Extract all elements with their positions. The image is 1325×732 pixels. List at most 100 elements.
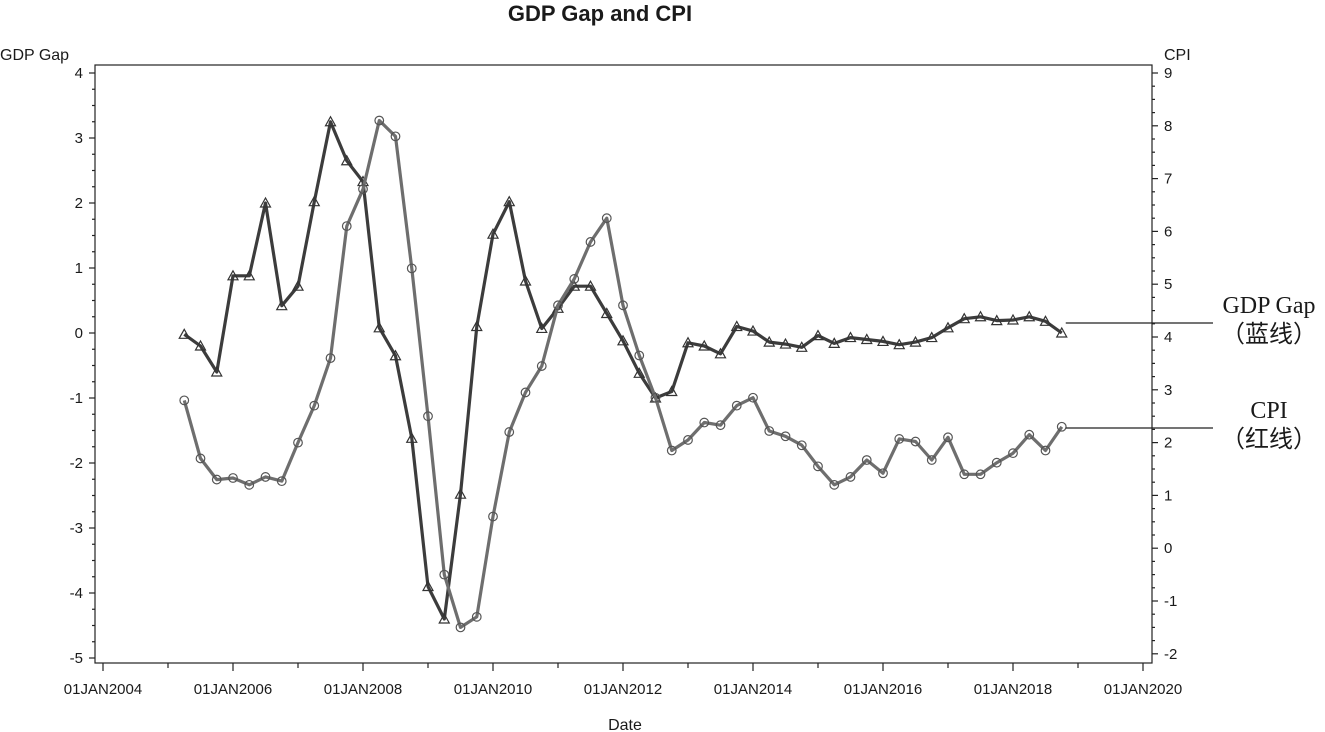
right-tick-label: -1	[1164, 593, 1177, 610]
data-point-triangle	[779, 337, 792, 349]
data-point-circle	[959, 469, 970, 480]
data-point-triangle	[746, 324, 760, 336]
right-tick-label: 5	[1164, 276, 1172, 293]
data-point-triangle	[243, 269, 256, 281]
data-point-triangle	[178, 328, 191, 339]
axes	[94, 64, 1153, 664]
left-tick-label: -4	[70, 585, 83, 602]
x-tick-label: 01JAN2008	[324, 681, 402, 698]
data-point-triangle	[990, 314, 1003, 326]
right-axis-ticks: 9 8 7 6 5 4 3 2 1 0 -1 -2	[1152, 65, 1177, 663]
data-point-circle	[1040, 445, 1051, 456]
x-tick-label: 01JAN2006	[194, 681, 272, 698]
x-tick-label: 01JAN2010	[454, 681, 532, 698]
data-point-circle	[358, 184, 368, 195]
data-point-circle	[455, 622, 466, 633]
data-point-circle	[861, 455, 872, 465]
data-point-circle	[1056, 421, 1067, 432]
data-point-triangle	[860, 333, 873, 345]
x-tick-label: 01JAN2012	[584, 681, 662, 698]
right-tick-label: 6	[1164, 223, 1172, 240]
data-point-triangle	[584, 279, 597, 291]
data-point-triangle	[389, 349, 402, 361]
left-tick-label: -5	[70, 650, 83, 667]
data-point-triangle	[763, 335, 776, 347]
data-point-circle	[309, 400, 320, 411]
data-point-triangle	[421, 580, 435, 592]
data-point-triangle	[405, 432, 418, 443]
data-point-triangle	[698, 339, 711, 351]
data-point-triangle	[681, 336, 695, 348]
right-axis-title: CPI	[1164, 47, 1191, 64]
left-axis-title: GDP Gap	[0, 47, 69, 64]
data-point-triangle	[275, 299, 288, 311]
x-tick-label: 01JAN2004	[64, 681, 142, 698]
right-tick-label: 1	[1164, 487, 1172, 504]
data-point-triangle	[535, 322, 548, 334]
data-point-circle	[536, 361, 547, 371]
data-point-circle	[683, 435, 693, 445]
annotation-label: GDP Gap	[1222, 293, 1315, 319]
left-tick-label: 1	[75, 260, 83, 277]
right-tick-label: 7	[1164, 171, 1172, 188]
data-point-triangle	[519, 274, 532, 286]
annotation-label: CPI	[1250, 398, 1287, 424]
chart-title: GDP Gap and CPI	[508, 1, 692, 26]
x-tick-label: 01JAN2014	[714, 681, 792, 698]
series-line	[182, 118, 1064, 630]
data-point-triangle	[795, 341, 808, 352]
data-point-circle	[845, 472, 856, 482]
data-point-circle	[1008, 448, 1018, 459]
right-tick-label: 4	[1164, 329, 1172, 346]
data-point-triangle	[600, 307, 613, 319]
data-point-triangle	[226, 269, 240, 281]
series-layer	[178, 115, 1068, 633]
x-tick-label: 01JAN2018	[974, 681, 1052, 698]
data-point-circle	[796, 440, 807, 451]
left-tick-label: 2	[75, 195, 83, 212]
data-point-circle	[666, 445, 677, 456]
annotation-label: （蓝线）	[1221, 321, 1317, 348]
data-point-circle	[228, 473, 238, 483]
data-point-circle	[975, 469, 986, 480]
left-tick-label: -3	[70, 520, 83, 537]
left-axis-ticks: 4 3 2 1 0 -1 -2 -3 -4 -5	[70, 65, 95, 667]
data-point-circle	[585, 237, 596, 247]
data-point-triangle	[828, 337, 841, 348]
data-point-circle	[488, 511, 498, 522]
data-point-triangle	[340, 154, 353, 166]
x-tick-label: 01JAN2020	[1104, 681, 1182, 698]
data-point-triangle	[974, 310, 987, 322]
data-point-circle	[195, 453, 206, 464]
data-point-triangle	[958, 312, 971, 324]
data-point-triangle	[633, 367, 646, 378]
data-point-circle	[731, 400, 742, 411]
data-point-triangle	[551, 302, 565, 313]
data-point-circle	[813, 461, 823, 472]
plot-frame	[94, 64, 1153, 664]
data-point-circle	[894, 434, 905, 444]
right-tick-label: -2	[1164, 646, 1177, 663]
data-point-circle	[748, 392, 758, 403]
right-tick-label: 3	[1164, 382, 1172, 399]
data-point-circle	[926, 455, 937, 465]
data-point-triangle	[308, 195, 321, 207]
right-tick-label: 2	[1164, 435, 1172, 452]
data-point-circle	[439, 569, 450, 580]
data-point-circle	[260, 472, 271, 482]
data-point-circle	[504, 427, 515, 437]
data-point-triangle	[259, 196, 272, 208]
data-point-triangle	[503, 195, 516, 207]
data-point-triangle	[1023, 310, 1036, 322]
right-tick-label: 9	[1164, 65, 1172, 82]
data-point-triangle	[811, 329, 825, 341]
data-point-triangle	[616, 334, 630, 346]
data-point-triangle	[210, 365, 223, 377]
annotation-layer: GDP Gap（蓝线） CPI（红线）	[1065, 293, 1317, 453]
left-tick-label: 0	[75, 325, 83, 342]
data-point-triangle	[1055, 326, 1068, 338]
data-point-circle	[520, 387, 531, 398]
data-point-circle	[618, 300, 628, 311]
data-point-triangle	[730, 320, 743, 332]
series-line	[183, 120, 1063, 621]
